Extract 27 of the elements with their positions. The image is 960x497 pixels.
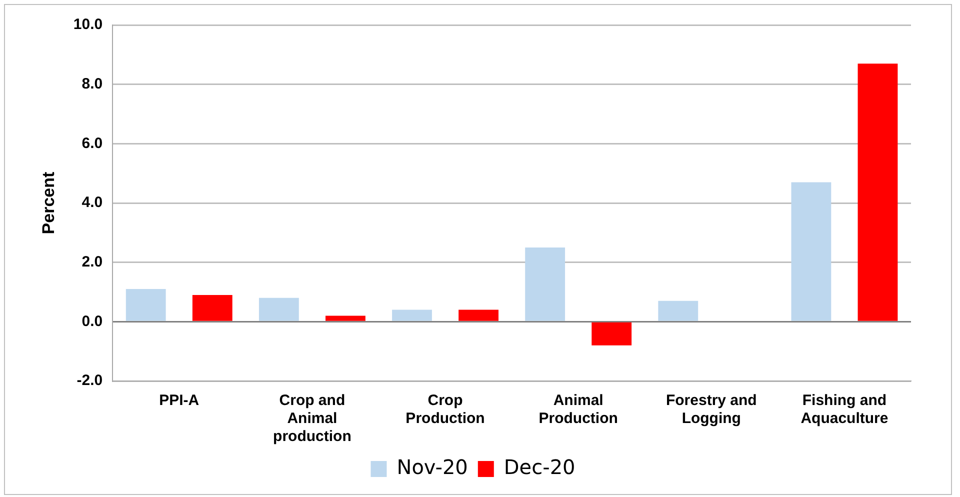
- bar: [258, 298, 299, 321]
- bar: [326, 316, 366, 321]
- y-tick-label: -2.0: [76, 372, 103, 390]
- y-axis-title: Percent: [38, 171, 58, 234]
- bar: [126, 289, 166, 321]
- y-tick-label: 4.0: [82, 194, 103, 212]
- legend-label: Dec-20: [504, 455, 576, 480]
- bar: [791, 182, 832, 321]
- x-tick-label: Fishing and Aquaculture: [800, 392, 888, 428]
- x-tick-label: Forestry and Logging: [666, 392, 757, 428]
- bar: [392, 310, 432, 321]
- y-tick-label: 2.0: [82, 253, 103, 270]
- x-tick-label: Crop and Animal production: [273, 392, 352, 446]
- bar: [525, 248, 566, 321]
- bar: [858, 64, 898, 321]
- y-tick-label: 0.0: [82, 312, 103, 330]
- bar: [592, 322, 632, 346]
- y-tick-label: 8.0: [82, 75, 103, 92]
- bar: [658, 300, 698, 321]
- legend-label: Nov-20: [396, 455, 468, 480]
- x-tick-label: Animal Production: [538, 392, 618, 428]
- bar: [458, 310, 498, 321]
- x-tick-label: PPI-A: [159, 392, 200, 410]
- y-tick-label: 6.0: [82, 134, 103, 152]
- x-tick-label: Crop Production: [406, 392, 485, 428]
- bar: [192, 294, 232, 321]
- y-tick-label: 10.0: [73, 16, 103, 34]
